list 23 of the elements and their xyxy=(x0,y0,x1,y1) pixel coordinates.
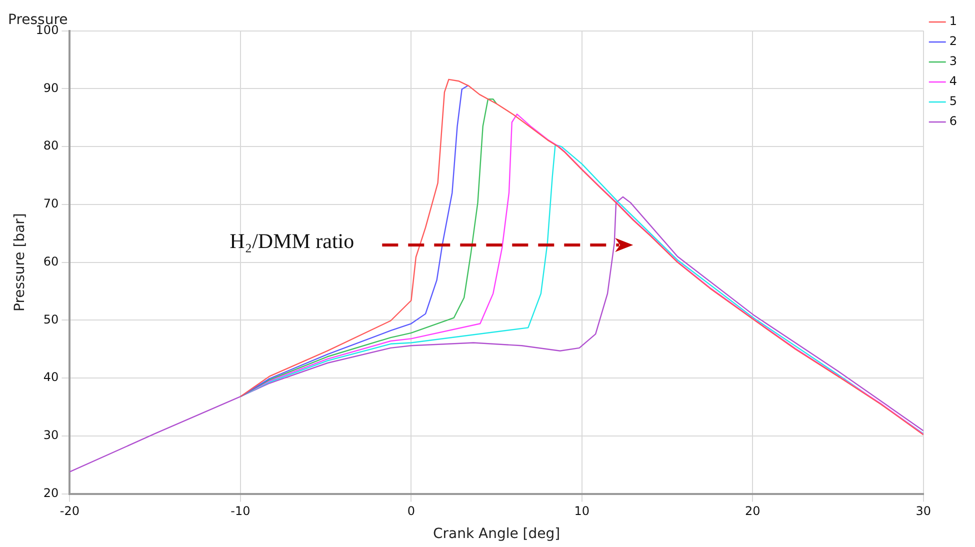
x-tick-label: 20 xyxy=(744,504,760,518)
x-tick-label: 30 xyxy=(916,504,932,518)
legend-label: 3 xyxy=(949,54,958,68)
legend-label: 1 xyxy=(949,14,958,28)
annotation: H₂/DMM ratio xyxy=(230,228,354,254)
y-axis-title: Pressure [bar] xyxy=(12,213,28,312)
y-tick-label: 80 xyxy=(43,138,59,153)
y-tick-label: 90 xyxy=(43,80,59,95)
y-tick-label: 50 xyxy=(43,312,59,326)
x-axis-title: Crank Angle [deg] xyxy=(432,526,560,542)
x-tick-label: -10 xyxy=(230,504,250,518)
x-tick-label: 0 xyxy=(407,504,415,518)
y-tick-label: 60 xyxy=(43,254,59,268)
x-tick-label: -20 xyxy=(60,504,80,518)
legend-label: 6 xyxy=(949,114,958,128)
legend-label: 4 xyxy=(949,74,958,88)
y-tick-label: 70 xyxy=(43,196,59,211)
legend-label: 5 xyxy=(949,94,958,108)
y-tick-label: 30 xyxy=(43,428,59,442)
y-tick-label: 40 xyxy=(43,370,59,384)
y-tick-label: 20 xyxy=(43,486,59,500)
x-tick-label: 10 xyxy=(574,504,590,518)
legend-label: 2 xyxy=(949,34,958,48)
